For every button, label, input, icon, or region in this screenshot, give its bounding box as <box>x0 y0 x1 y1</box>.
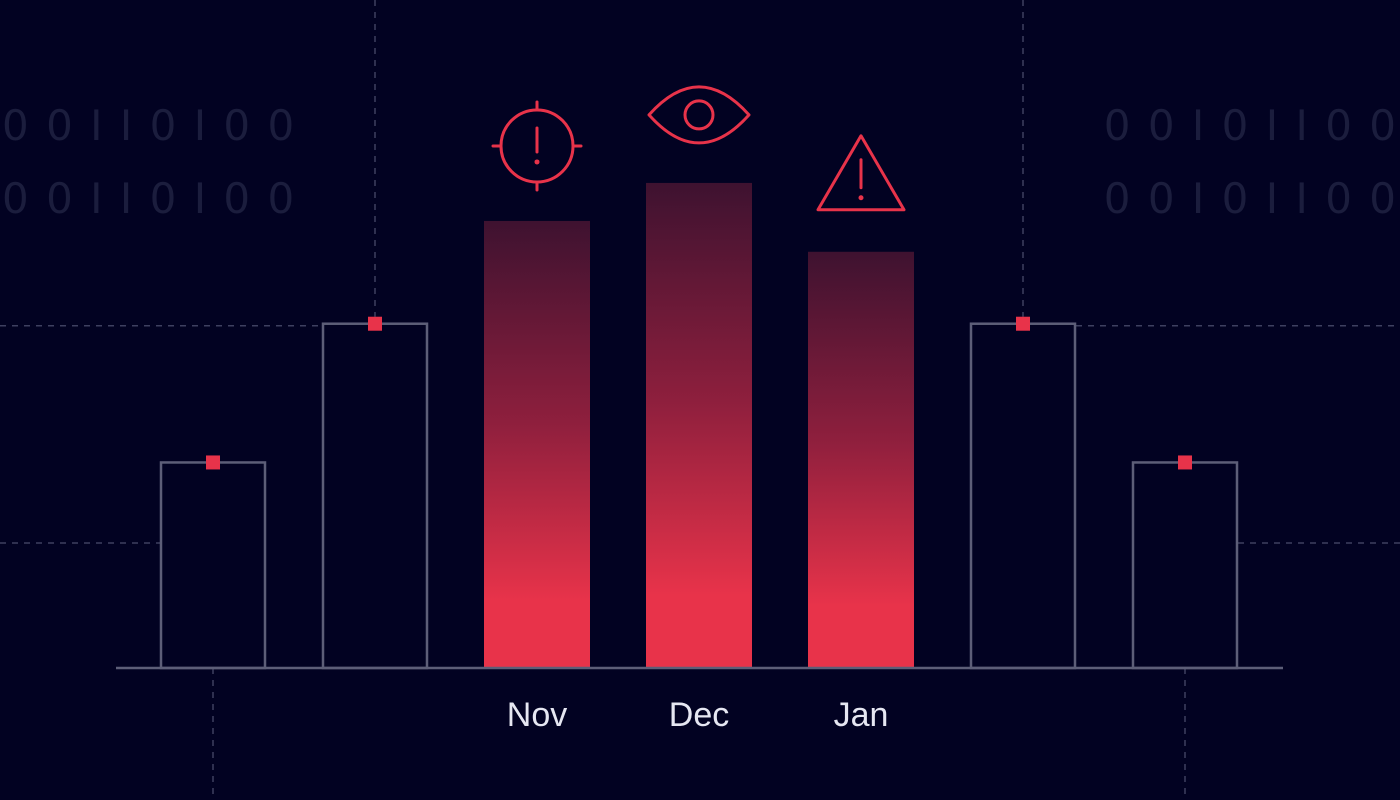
bar-nov <box>484 220 590 668</box>
binary-text-left-1: 0 0 I I 0 I 0 0 <box>2 101 296 150</box>
outline-bar-1 <box>321 322 429 670</box>
bars <box>159 182 1239 670</box>
binary-text-right-2: 0 0 I 0 I I 0 0 <box>1104 174 1398 223</box>
x-tick-label-nov: Nov <box>507 696 567 734</box>
bar-marker-6 <box>1178 455 1192 470</box>
bar-icons <box>491 85 906 212</box>
outline-bar-6 <box>1131 461 1239 670</box>
bar-marker-1 <box>368 316 382 331</box>
binary-decoration-right: 0 0 I 0 I I 0 0 0 0 I 0 I I 0 0 <box>1104 101 1398 223</box>
crosshair-alert-icon <box>491 100 583 192</box>
bar-jan <box>808 251 914 669</box>
outline-bar-0 <box>159 461 267 670</box>
bar-marker-5 <box>1016 316 1030 331</box>
warning-triangle-icon <box>816 134 906 212</box>
x-tick-label-dec: Dec <box>669 696 729 734</box>
markers <box>206 316 1192 470</box>
binary-text-right-1: 0 0 I 0 I I 0 0 <box>1104 101 1398 150</box>
outline-bar-5 <box>969 322 1077 670</box>
binary-text-left-2: 0 0 I I 0 I 0 0 <box>2 174 296 223</box>
bar-marker-0 <box>206 455 220 470</box>
eye-icon <box>647 85 751 145</box>
x-tick-labels: Nov Dec Jan <box>507 696 889 734</box>
binary-decoration-left: 0 0 I I 0 I 0 0 0 0 I I 0 I 0 0 <box>2 101 296 223</box>
bar-dec <box>646 182 752 668</box>
x-tick-label-jan: Jan <box>834 696 889 734</box>
